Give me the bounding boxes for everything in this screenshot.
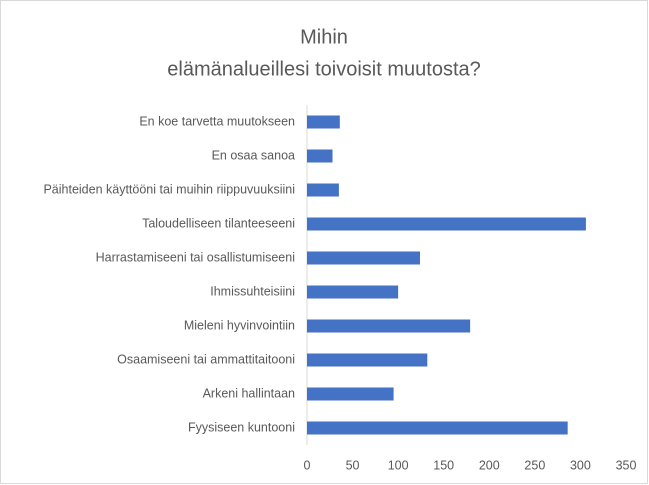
x-tick-label: 100	[388, 458, 409, 472]
chart-title: elämänalueillesi toivoisit muutosta?	[167, 58, 481, 80]
y-tick-label: Mieleni hyvinvointiin	[184, 318, 295, 332]
bar	[307, 319, 471, 333]
y-tick-label: Päihteiden käyttööni tai muihin riippuvu…	[43, 182, 295, 196]
x-tick-label: 250	[524, 458, 545, 472]
bar	[307, 183, 339, 197]
y-tick-label: Arkeni hallintaan	[203, 386, 295, 400]
y-tick-label: En koe tarvetta muutokseen	[139, 114, 295, 128]
x-tick-label: 150	[433, 458, 454, 472]
y-tick-label: Fyysiseen kuntooni	[188, 420, 295, 434]
x-tick-label: 200	[479, 458, 500, 472]
bar	[307, 217, 586, 231]
bar	[307, 353, 428, 367]
bar	[307, 387, 394, 401]
y-tick-label: Osaamiseeni tai ammattitaitooni	[117, 352, 295, 366]
chart-title: Mihin	[300, 26, 348, 48]
x-tick-label: 300	[570, 458, 591, 472]
x-tick-label: 0	[304, 458, 311, 472]
bar	[307, 149, 333, 163]
y-tick-label: En osaa sanoa	[212, 148, 295, 162]
x-tick-label: 350	[616, 458, 637, 472]
y-tick-label: Taloudelliseen tilanteeseeni	[142, 216, 295, 230]
bar	[307, 285, 399, 299]
y-tick-label: Ihmissuhteisiini	[210, 284, 295, 298]
bar	[307, 251, 421, 265]
bar	[307, 115, 340, 129]
bar	[307, 421, 568, 435]
y-tick-label: Harrastamiseeni tai osallistumiseeni	[96, 250, 295, 264]
x-tick-label: 50	[346, 458, 360, 472]
